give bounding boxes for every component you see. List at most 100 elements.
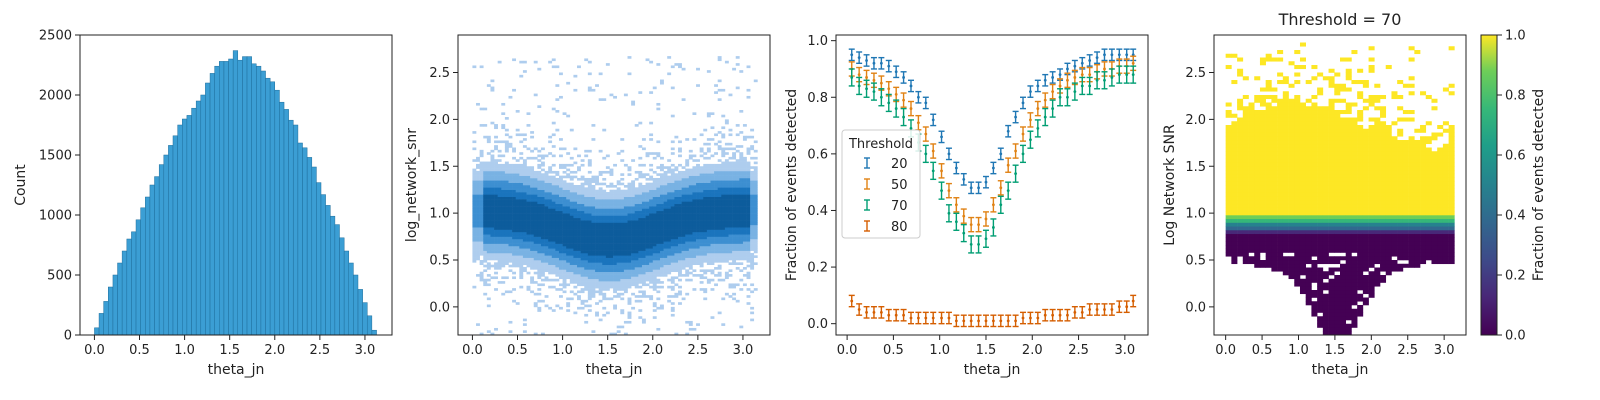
- density-cell: [750, 217, 755, 221]
- density-cell: [724, 252, 729, 256]
- density-cell: [724, 182, 729, 186]
- density-cell: [652, 182, 657, 186]
- density-cell: [721, 175, 726, 179]
- density-cell: [526, 285, 531, 289]
- density-cell: [656, 274, 661, 277]
- density-cell: [595, 285, 599, 289]
- density-cell: [584, 196, 589, 200]
- density-cell: [753, 161, 758, 165]
- density-cell: [548, 224, 553, 228]
- density-cell: [602, 229, 607, 233]
- density-cell: [732, 231, 737, 235]
- density-cell: [649, 185, 654, 188]
- density-cell: [584, 180, 589, 183]
- density-cell: [674, 260, 679, 263]
- density-cell: [533, 194, 538, 198]
- data-point: [1080, 84, 1084, 88]
- density-cell: [678, 187, 682, 190]
- density-cell: [696, 262, 700, 265]
- density-cell: [609, 222, 614, 226]
- density-cell: [739, 168, 744, 172]
- density-cell: [595, 229, 599, 233]
- density-cell: [494, 194, 498, 198]
- density-cell: [623, 271, 628, 275]
- density-cell: [667, 72, 672, 76]
- density-cell: [490, 203, 495, 207]
- density-cell: [551, 185, 556, 188]
- density-cell: [728, 177, 733, 181]
- density-cell: [652, 267, 657, 270]
- density-cell: [703, 166, 708, 169]
- density-cell: [735, 220, 740, 223]
- density-cell: [613, 267, 618, 270]
- density-cell: [569, 208, 574, 212]
- density-cell: [623, 213, 628, 216]
- x-tick-label: 2.0: [1022, 343, 1043, 358]
- density-cell: [494, 199, 498, 202]
- density-cell: [746, 260, 751, 263]
- data-point: [969, 186, 973, 190]
- density-cell: [501, 126, 506, 130]
- density-cell: [616, 330, 621, 333]
- density-cell: [710, 316, 715, 319]
- density-cell: [750, 180, 755, 183]
- density-cell: [724, 208, 729, 212]
- density-cell: [479, 274, 484, 277]
- density-cell: [595, 199, 599, 202]
- density-cell: [562, 192, 567, 195]
- density-cell: [472, 168, 477, 172]
- density-cell: [620, 255, 625, 258]
- density-cell: [656, 236, 661, 240]
- density-cell: [670, 65, 675, 69]
- density-cell: [721, 126, 726, 130]
- data-point: [1021, 132, 1025, 136]
- data-point: [1036, 84, 1040, 88]
- density-cell: [746, 217, 751, 221]
- density-cell: [663, 234, 668, 237]
- density-cell: [573, 175, 578, 179]
- density-cell: [602, 199, 607, 202]
- density-cell: [609, 252, 614, 256]
- density-cell: [706, 175, 711, 179]
- density-cell: [688, 262, 693, 265]
- density-cell: [544, 189, 549, 193]
- density-cell: [652, 213, 657, 216]
- density-cell: [638, 255, 643, 258]
- density-cell: [483, 252, 488, 256]
- density-cell: [678, 274, 682, 277]
- density-cell: [649, 274, 654, 277]
- density-cell: [667, 260, 672, 263]
- density-cell: [504, 229, 509, 233]
- density-cell: [620, 238, 625, 242]
- density-cell: [638, 215, 643, 219]
- density-cell: [634, 213, 639, 216]
- density-cell: [645, 192, 650, 195]
- density-cell: [620, 281, 625, 284]
- density-cell: [674, 192, 679, 195]
- density-cell: [649, 297, 654, 301]
- density-cell: [497, 163, 502, 167]
- density-cell: [750, 255, 755, 258]
- density-cell: [613, 203, 618, 207]
- density-cell: [472, 252, 477, 256]
- density-cell: [620, 182, 625, 186]
- histogram-bars: [94, 50, 377, 336]
- density-cell: [631, 206, 636, 209]
- density-cell: [497, 199, 502, 202]
- density-cell: [497, 257, 502, 261]
- density-cell: [494, 264, 498, 268]
- density-cell: [483, 245, 488, 249]
- density-cell: [627, 250, 632, 254]
- density-cell: [681, 189, 686, 193]
- density-cell: [674, 185, 679, 188]
- density-cell: [728, 206, 733, 209]
- density-cell: [555, 84, 560, 87]
- data-point: [954, 203, 958, 207]
- density-cell: [483, 107, 488, 111]
- density-cell: [674, 201, 679, 205]
- density-cell: [587, 192, 592, 195]
- density-cell: [609, 227, 614, 230]
- density-cell: [486, 187, 491, 190]
- data-point: [1029, 90, 1032, 94]
- density-cell: [627, 213, 632, 216]
